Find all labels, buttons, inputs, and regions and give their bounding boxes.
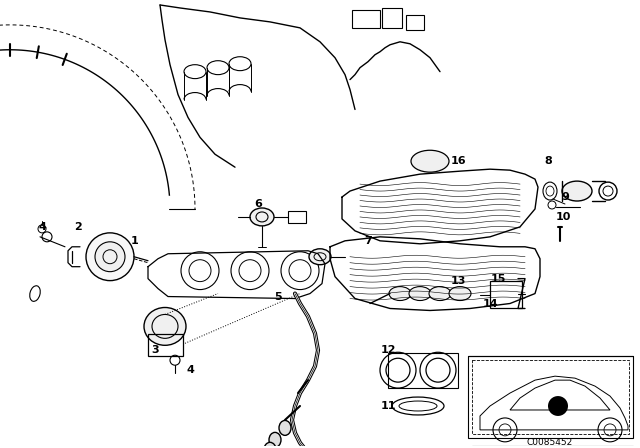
Text: 11: 11	[380, 401, 396, 411]
Text: 4: 4	[186, 365, 194, 375]
Ellipse shape	[389, 287, 411, 301]
Text: 8: 8	[544, 156, 552, 166]
Text: 13: 13	[451, 276, 466, 286]
Ellipse shape	[95, 242, 125, 271]
Bar	[472, 360, 629, 434]
Ellipse shape	[279, 420, 291, 435]
Bar	[490, 280, 522, 309]
Bar	[288, 211, 306, 223]
Text: 14: 14	[482, 298, 498, 309]
Ellipse shape	[144, 307, 186, 345]
Text: 9: 9	[561, 192, 569, 202]
Bar	[352, 10, 380, 28]
Ellipse shape	[449, 287, 471, 301]
Text: 16: 16	[450, 156, 466, 166]
Text: 6: 6	[254, 199, 262, 209]
Text: 1: 1	[131, 236, 139, 246]
Ellipse shape	[429, 287, 451, 301]
Bar	[148, 334, 183, 356]
Ellipse shape	[309, 249, 331, 265]
Ellipse shape	[409, 287, 431, 301]
Text: 12: 12	[380, 345, 396, 355]
Ellipse shape	[411, 150, 449, 172]
Ellipse shape	[264, 442, 276, 448]
Ellipse shape	[250, 208, 274, 226]
Text: 5: 5	[274, 292, 282, 302]
Ellipse shape	[562, 181, 592, 201]
Text: C0085452: C0085452	[527, 438, 573, 447]
Ellipse shape	[269, 432, 281, 447]
Polygon shape	[510, 380, 610, 410]
Ellipse shape	[86, 233, 134, 280]
Bar	[388, 353, 458, 388]
Text: 3: 3	[151, 345, 159, 355]
Text: 4: 4	[38, 222, 46, 232]
Circle shape	[548, 396, 568, 416]
Text: 2: 2	[74, 222, 82, 232]
Text: 7: 7	[364, 236, 372, 246]
Polygon shape	[480, 376, 628, 430]
Text: 10: 10	[556, 212, 571, 222]
Bar	[382, 8, 402, 28]
Text: 15: 15	[490, 274, 506, 284]
Bar	[406, 15, 424, 30]
Bar	[468, 356, 633, 438]
